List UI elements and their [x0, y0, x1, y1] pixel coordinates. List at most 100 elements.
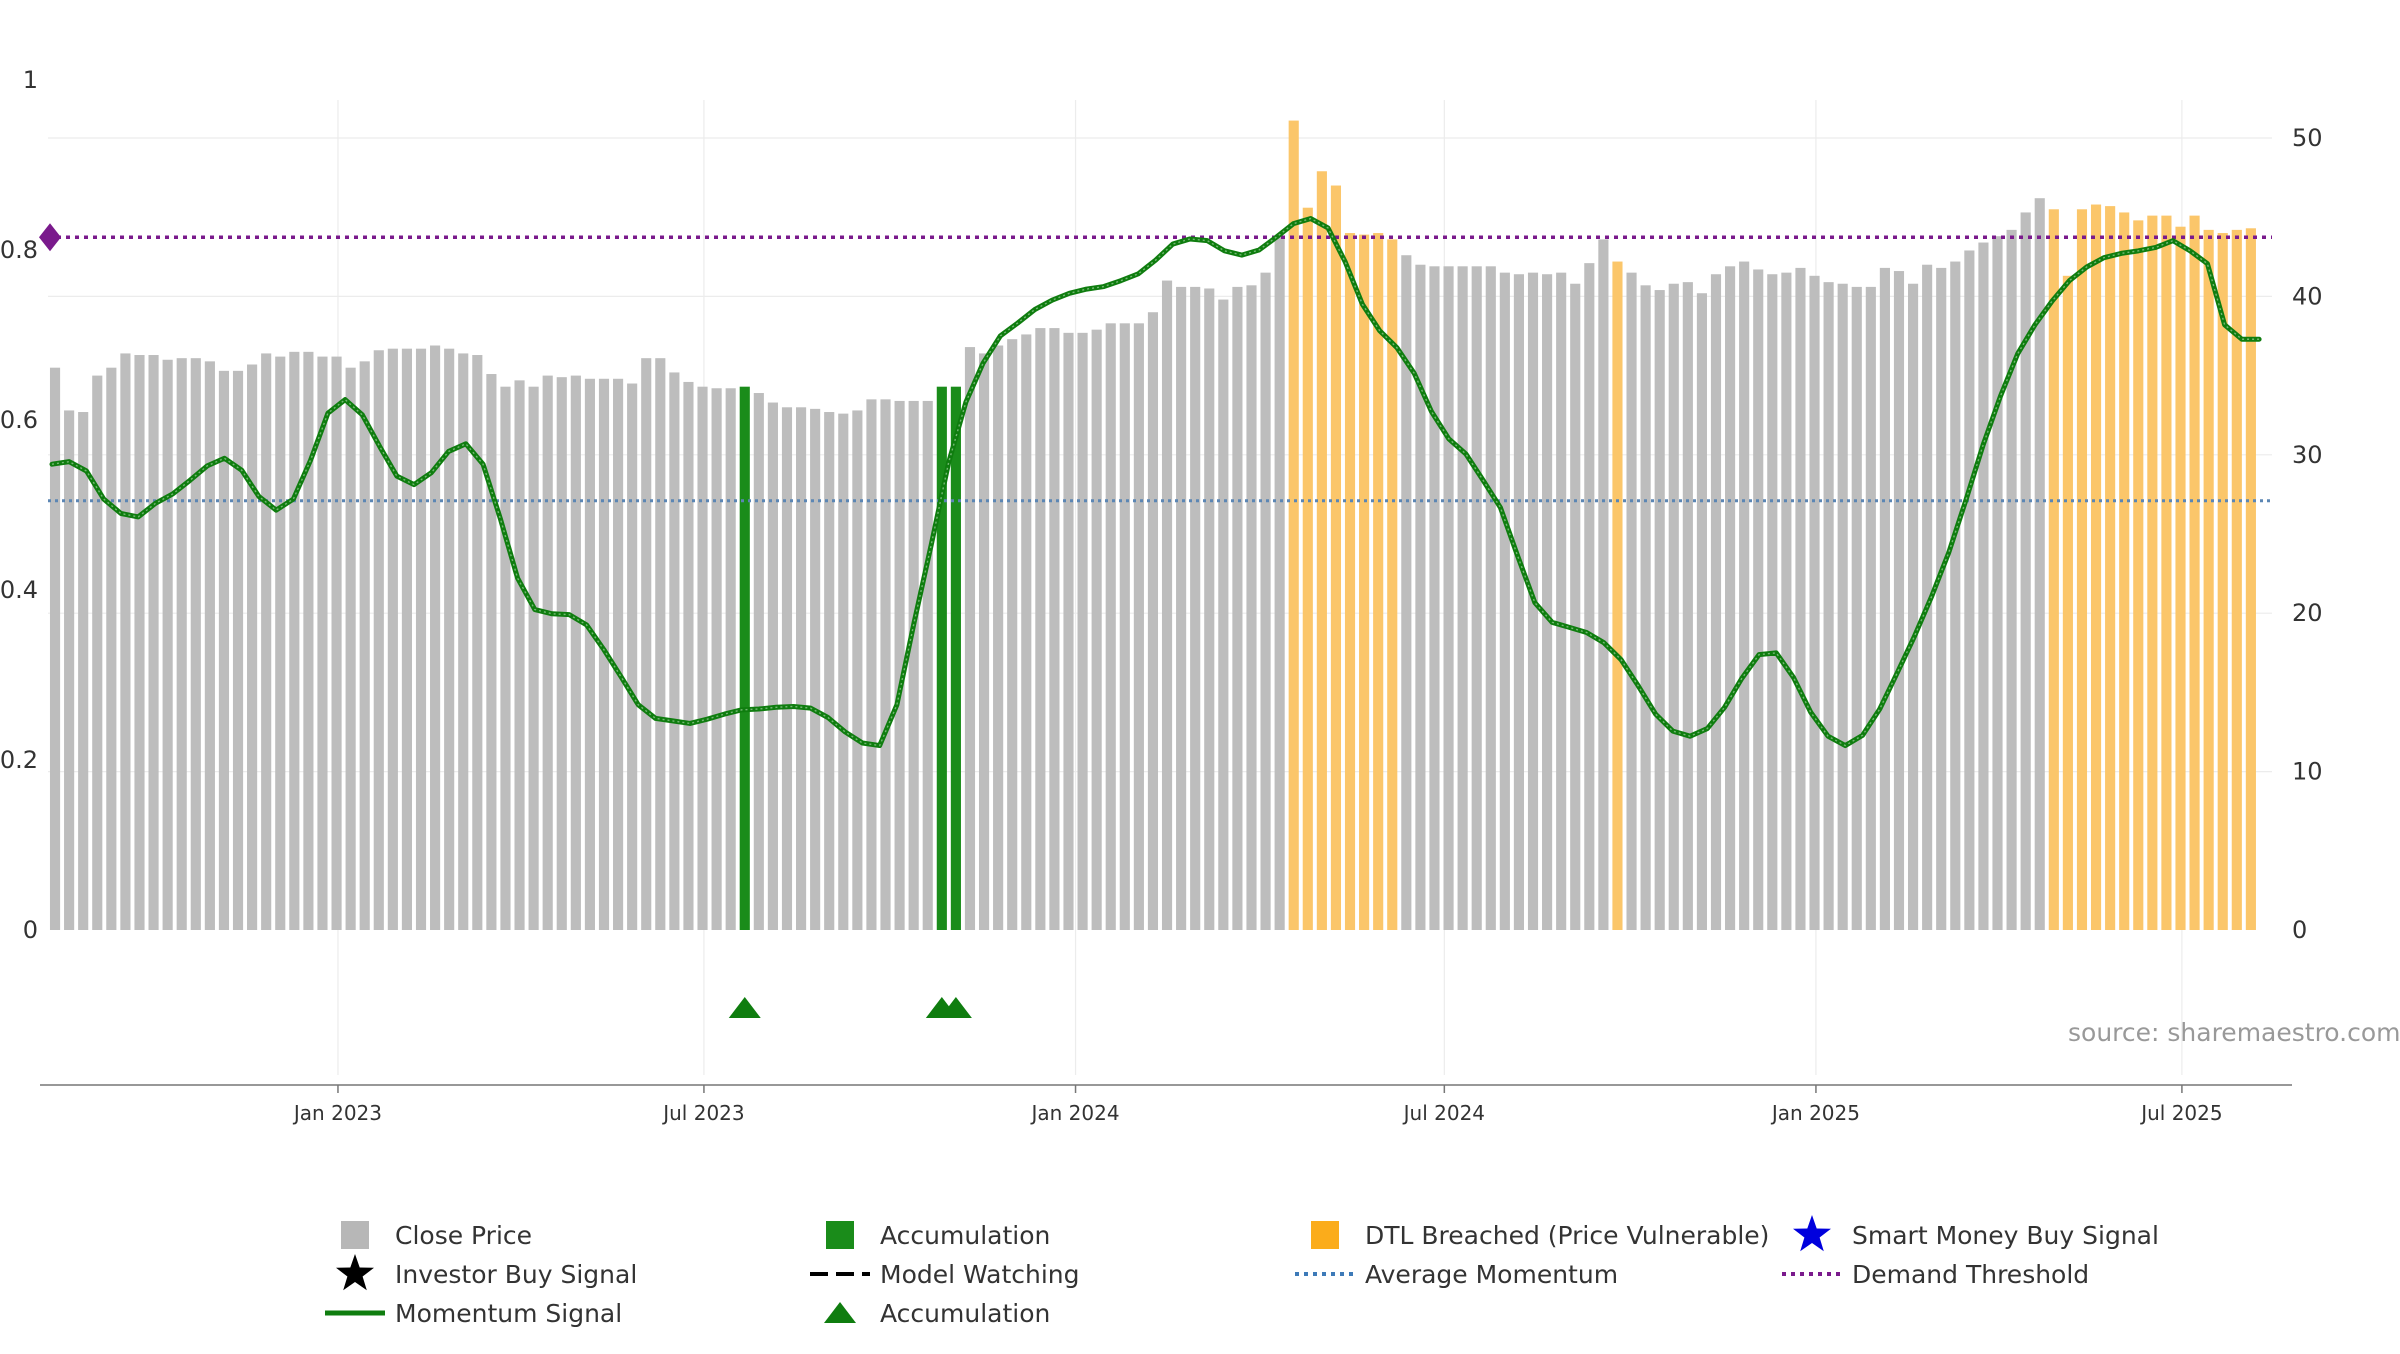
close-price-bar [824, 412, 835, 930]
close-price-bar [1809, 275, 1820, 930]
close-price-bar [1147, 312, 1159, 930]
left-tick-label: 0.2 [0, 746, 38, 774]
legend-star-icon [336, 1254, 374, 1291]
dtl-breached-bar [2161, 215, 2172, 930]
dtl-breached-bar [1387, 239, 1398, 930]
left-tick-label: 0.4 [0, 576, 38, 604]
legend-item: Smart Money Buy Signal [1793, 1215, 2159, 1252]
legend-label: Model Watching [880, 1260, 1080, 1289]
close-price-bar [796, 407, 807, 930]
close-price-bar [1668, 283, 1679, 931]
x-tick-label: Jan 2024 [1029, 1101, 1119, 1125]
close-price-bar [725, 388, 736, 930]
legend-label: Accumulation [880, 1221, 1050, 1250]
legend-square-icon [341, 1221, 369, 1249]
accumulation-triangle [728, 997, 761, 1018]
legend: Close Price Accumulation DTL Breached (Pri… [325, 1215, 2159, 1328]
momentum-signal-line [49, 216, 2262, 749]
close-price-bar [1133, 323, 1144, 931]
legend-item: Accumulation [826, 1221, 1050, 1250]
dtl-breached-bar [1330, 185, 1342, 930]
close-price-bar [1457, 266, 1468, 930]
close-price-bar [1964, 250, 1975, 930]
legend-item: Demand Threshold [1782, 1260, 2089, 1289]
close-price-bar [401, 348, 412, 930]
close-price-bar [345, 367, 356, 930]
close-price-bar [655, 358, 666, 930]
close-price-bar [134, 355, 145, 930]
close-price-bar [204, 361, 215, 931]
close-price-bar [1654, 290, 1665, 930]
accumulation-bar [950, 386, 961, 930]
close-price-bar [1893, 271, 1905, 930]
source-note: source: sharemaestro.com [2068, 1018, 2400, 1047]
close-price-bar [1429, 266, 1440, 930]
dtl-breached-bar [2203, 229, 2214, 930]
close-price-bar [978, 353, 990, 930]
close-price-bar [1950, 261, 1961, 930]
legend-label: Investor Buy Signal [395, 1260, 637, 1289]
close-price-bar [1077, 332, 1088, 931]
close-price-bar [359, 361, 370, 931]
accumulation-triangle [939, 997, 972, 1018]
close-price-bar [2006, 229, 2017, 930]
close-price-bar [993, 345, 1004, 930]
close-price-bar [1823, 282, 1834, 930]
x-tick-label: Jul 2024 [1402, 1101, 1485, 1125]
close-price-bar [1556, 272, 1567, 930]
close-price-bar [1710, 274, 1722, 931]
close-price-bar [697, 386, 708, 930]
right-tick-label: 20 [2292, 599, 2323, 627]
close-price-bar [162, 359, 173, 930]
close-price-bar [49, 367, 61, 930]
legend-label: Accumulation [880, 1299, 1050, 1328]
close-price-bar [894, 400, 905, 930]
close-price-bar [613, 378, 624, 930]
close-price-bar [1246, 285, 1257, 930]
close-price-bar [810, 408, 821, 930]
close-price-bar [1443, 266, 1454, 930]
dtl-breached-bar [1302, 207, 1313, 930]
close-price-bar [1119, 323, 1130, 931]
close-price-bar [1739, 261, 1750, 930]
left-tick-label: 1 [23, 66, 38, 94]
close-price-bar [1542, 274, 1553, 931]
close-price-bar [176, 358, 187, 930]
dtl-breached-bar [1288, 120, 1299, 930]
price-bars [49, 120, 2256, 931]
close-price-bar [852, 410, 863, 930]
dtl-breached-bar [2133, 220, 2144, 930]
legend-item: DTL Breached (Price Vulnerable) [1311, 1221, 1769, 1250]
close-price-bar [1274, 236, 1285, 930]
close-price-bar [1218, 299, 1229, 930]
legend-label: DTL Breached (Price Vulnerable) [1365, 1221, 1769, 1250]
close-price-bar [1401, 255, 1412, 931]
close-price-bar [1696, 293, 1707, 931]
close-price-bar [1063, 332, 1074, 931]
close-price-bar [1992, 236, 2003, 930]
demand-threshold-marker [39, 223, 61, 252]
close-price-bar [1161, 280, 1173, 930]
accumulation-markers [728, 997, 972, 1018]
dtl-breached-bar [2245, 228, 2256, 931]
dtl-breached-bar [2189, 215, 2200, 930]
right-tick-label: 0 [2292, 916, 2307, 944]
legend-item: Model Watching [810, 1260, 1080, 1289]
close-price-bar [1584, 263, 1595, 930]
close-price-bar [2034, 198, 2045, 930]
legend-item: Average Momentum [1295, 1260, 1618, 1289]
close-price-bar [542, 375, 553, 931]
close-price-bar [1851, 286, 1862, 930]
close-price-bar [331, 356, 342, 931]
close-price-bar [641, 358, 652, 930]
close-price-bar [1091, 329, 1102, 930]
close-price-bar [373, 350, 384, 930]
legend-label: Close Price [395, 1221, 532, 1250]
close-price-bar [1415, 264, 1426, 931]
close-price-bar [1049, 328, 1060, 931]
close-price-bar [1795, 267, 1806, 930]
close-price-bar [1007, 339, 1018, 930]
close-price-bar [1204, 288, 1215, 931]
close-price-bar [92, 375, 103, 931]
close-price-bar [683, 381, 694, 930]
